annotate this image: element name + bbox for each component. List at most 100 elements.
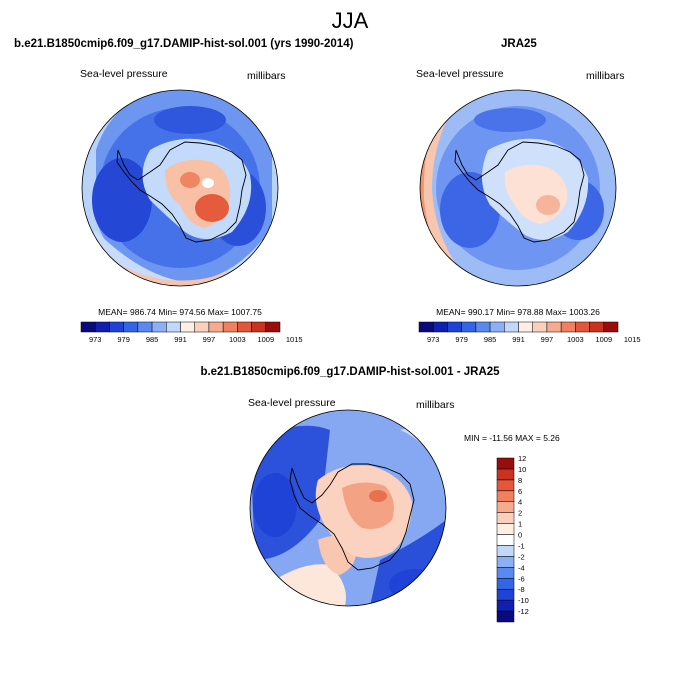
colorbar1-swatch xyxy=(123,321,139,333)
colorbar2-tick-label: 979 xyxy=(455,335,468,344)
colorbar1-swatch xyxy=(265,321,281,333)
colorbar1-swatch xyxy=(180,321,195,333)
colorbar2-swatch xyxy=(532,321,548,333)
map3-coastline xyxy=(289,463,415,571)
colorbar1-tick-label: 1003 xyxy=(229,335,246,344)
map-panel1 xyxy=(82,90,278,286)
colorbar2-swatch xyxy=(461,321,477,333)
colorbar3-swatch xyxy=(496,556,515,568)
colorbar3-tick-label: -1 xyxy=(518,541,525,550)
colorbar3-swatch xyxy=(496,578,515,590)
map1-low-north xyxy=(154,106,226,134)
panel3-title: b.e21.B1850cmip6.f09_g17.DAMIP-hist-sol.… xyxy=(200,366,500,378)
colorbar3-swatch xyxy=(496,457,515,470)
colorbar1-swatch xyxy=(109,321,124,333)
colorbar3-swatch xyxy=(496,610,515,623)
figure-title: JJA xyxy=(331,8,369,33)
colorbar2-tick-label: 985 xyxy=(484,335,497,344)
colorbar2-swatch xyxy=(504,321,519,333)
colorbar3-tick-label: 10 xyxy=(518,465,526,474)
colorbar3-tick-label: -10 xyxy=(518,596,529,605)
colorbar2-tick-label: 1003 xyxy=(567,335,584,344)
map3-border xyxy=(249,409,447,607)
colorbar3-tick-label: -2 xyxy=(518,552,525,561)
colorbar1-swatch xyxy=(222,321,238,333)
map3-low-southeast-core xyxy=(389,569,441,601)
colorbar2-swatch xyxy=(475,321,491,333)
map-panel2 xyxy=(420,90,616,286)
colorbar3-tick-label: -6 xyxy=(518,574,525,583)
colorbar2-swatch xyxy=(546,321,562,333)
map2-border xyxy=(419,89,617,287)
colorbar3-tick-label: 12 xyxy=(518,454,526,463)
colorbar1-tick-label: 973 xyxy=(89,335,102,344)
colorbar3-tick-label: 6 xyxy=(518,487,522,496)
colorbar3-tick-label: 8 xyxy=(518,476,522,485)
panel1-units-label: millibars xyxy=(247,70,286,82)
map1-high-peak2 xyxy=(180,172,200,188)
colorbar2-swatch xyxy=(418,321,434,333)
colorbar2-swatch xyxy=(589,321,605,333)
map3-pos-peak xyxy=(369,490,387,502)
colorbar1-swatch xyxy=(151,321,167,333)
map1-high-peak xyxy=(195,194,229,222)
map2-coastline xyxy=(454,141,585,243)
panel3-variable-label: Sea-level pressure xyxy=(248,397,336,409)
colorbar1-tick-label: 991 xyxy=(174,335,187,344)
map1-high-hole xyxy=(202,178,214,188)
colorbar1-swatch xyxy=(166,321,181,333)
map-panel3 xyxy=(250,410,446,606)
panel2-variable-label: Sea-level pressure xyxy=(416,68,504,80)
colorbar3-swatch xyxy=(496,479,515,492)
panel1-title: b.e21.B1850cmip6.f09_g17.DAMIP-hist-sol.… xyxy=(14,38,354,50)
colorbar3-swatch xyxy=(496,545,515,557)
colorbar-panel1: 973 979 985 991 997 1003 1009 1015 xyxy=(80,321,303,344)
map1-coastline xyxy=(116,141,247,243)
colorbar3-swatch xyxy=(496,501,515,513)
colorbar1-swatch xyxy=(194,321,210,333)
colorbar3-tick-label: 1 xyxy=(518,520,522,529)
colorbar1-swatch xyxy=(137,321,153,333)
colorbar1-tick-label: 979 xyxy=(117,335,130,344)
colorbar2-tick-label: 1015 xyxy=(624,335,641,344)
colorbar3-swatch xyxy=(496,567,515,579)
colorbar2-tick-label: 991 xyxy=(512,335,525,344)
map2-low-north xyxy=(474,108,546,132)
colorbar3-swatch xyxy=(496,523,515,535)
colorbar3-swatch xyxy=(496,468,515,481)
panel2-title: JRA25 xyxy=(501,38,537,50)
colorbar3-tick-label: 2 xyxy=(518,509,522,518)
colorbar3-tick-label: 4 xyxy=(518,498,522,507)
colorbar3-swatch xyxy=(496,534,515,546)
colorbar1-swatch xyxy=(237,321,252,333)
colorbar2-tick-label: 1009 xyxy=(595,335,612,344)
colorbar1-swatch xyxy=(251,321,267,333)
colorbar3-tick-label: -8 xyxy=(518,585,525,594)
colorbar3-tick-label: -12 xyxy=(518,607,529,616)
panel2-stats: MEAN= 990.17 Min= 978.88 Max= 1003.26 xyxy=(436,307,600,317)
colorbar1-swatch xyxy=(80,321,96,333)
colorbar2-swatch xyxy=(518,321,533,333)
map1-border xyxy=(81,89,279,287)
colorbar3-swatch xyxy=(496,599,515,612)
colorbar2-swatch xyxy=(432,321,448,333)
colorbar2-swatch xyxy=(575,321,590,333)
colorbar1-swatch xyxy=(208,321,224,333)
colorbar1-tick-label: 1015 xyxy=(286,335,303,344)
colorbar1-swatch xyxy=(94,321,110,333)
colorbar1-tick-label: 1009 xyxy=(257,335,274,344)
panel2-units-label: millibars xyxy=(586,70,625,82)
colorbar3-swatch xyxy=(496,512,515,524)
map3-low-west-core xyxy=(253,473,297,537)
colorbar3-tick-label: -4 xyxy=(518,563,525,572)
map2-high-peak xyxy=(536,195,560,215)
colorbar1-tick-label: 985 xyxy=(146,335,159,344)
colorbar3-swatch xyxy=(496,490,515,502)
colorbar2-swatch xyxy=(489,321,505,333)
panel3-units-label: millibars xyxy=(416,399,455,411)
panel1-variable-label: Sea-level pressure xyxy=(80,68,168,80)
panel1-stats: MEAN= 986.74 Min= 974.56 Max= 1007.75 xyxy=(98,307,262,317)
colorbar1-tick-label: 997 xyxy=(203,335,216,344)
